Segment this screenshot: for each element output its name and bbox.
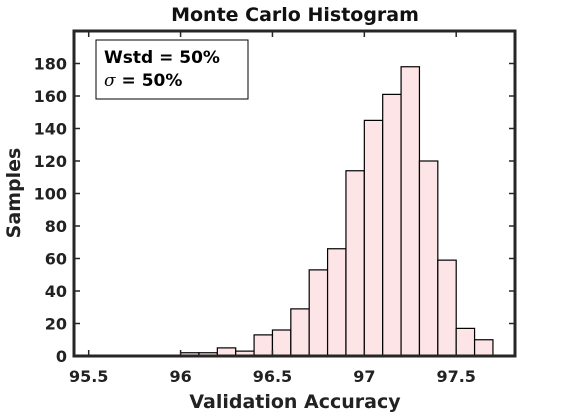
histogram-bar: [437, 259, 457, 357]
x-axis-label: Validation Accuracy: [189, 391, 401, 413]
annotation-line1: Wstd = 50%: [104, 48, 220, 68]
x-tick-label: 97: [353, 367, 375, 386]
y-tick-label: 160: [34, 87, 67, 106]
histogram-bar: [455, 327, 476, 357]
histogram-bar: [473, 339, 494, 357]
x-tick-label: 96.5: [253, 367, 292, 386]
annotation-line2-value: = 50%: [116, 71, 183, 91]
histogram-bar: [271, 329, 292, 357]
ticks-layer: 95.5 96 96.5 97 97.5 0 20 40 60 80 100 120 140 160 180: [34, 31, 515, 386]
histogram-bar: [400, 66, 421, 357]
chart-title: Monte Carlo Histogram: [171, 4, 419, 26]
y-tick-label: 60: [45, 250, 67, 269]
histogram-bar: [382, 93, 402, 357]
histogram-bar: [326, 248, 347, 357]
sigma-symbol: σ: [104, 71, 116, 91]
y-tick-label: 80: [45, 217, 67, 236]
y-axis-label: Samples: [3, 148, 25, 239]
y-tick-label: 180: [34, 55, 67, 74]
y-tick-label: 120: [34, 152, 67, 171]
annotation-frame: [95, 39, 249, 100]
y-tick-label: 20: [45, 315, 67, 334]
bars-layer: [179, 66, 494, 357]
histogram-bar: [345, 170, 365, 357]
y-tick-label: 140: [34, 120, 67, 139]
histogram-bar: [290, 308, 310, 357]
annotation-box: Wstd = 50% σ = 50%: [95, 39, 249, 100]
histogram-bar: [253, 334, 274, 357]
y-tick-label: 40: [45, 282, 67, 301]
histogram-bar: [418, 160, 439, 357]
y-tick-label: 0: [56, 347, 67, 366]
x-tick-label: 95.5: [69, 367, 108, 386]
x-tick-label: 97.5: [436, 367, 475, 386]
histogram-bar: [308, 269, 329, 357]
y-tick-label: 100: [34, 185, 67, 204]
histogram-bar: [363, 119, 384, 357]
annotation-line2: σ = 50%: [104, 71, 182, 91]
x-tick-label: 96: [169, 367, 191, 386]
